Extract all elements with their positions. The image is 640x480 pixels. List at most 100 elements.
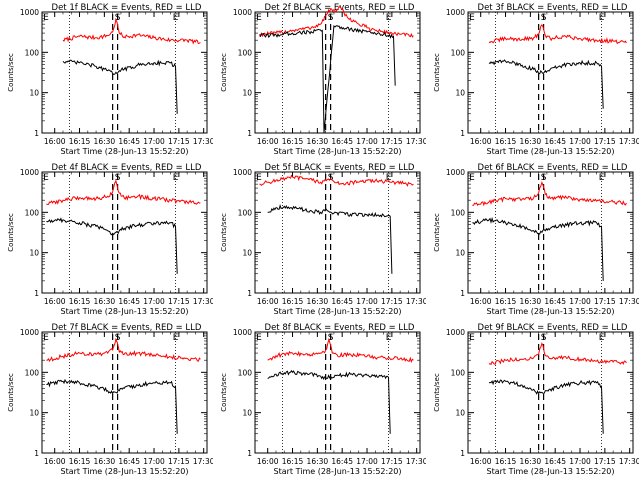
chart-title: Det 5f BLACK = Events, RED = LLD [265,163,415,173]
interval-marker-s: S [115,173,121,183]
x-tick-label: 17:15 [168,457,190,466]
x-tick-label: 17:30 [619,137,639,146]
series-line-lld [488,342,627,366]
y-tick-label: 1000 [446,168,465,177]
y-axis-label: Counts/sec [220,213,228,252]
x-tick-label: 16:15 [495,457,517,466]
y-axis-label: Counts/sec [220,53,228,92]
interval-marker-e: E [386,173,392,183]
x-tick-label: 16:15 [495,137,517,146]
y-tick-label: 100 [238,368,253,377]
chart-title: Det 6f BLACK = Events, RED = LLD [478,163,628,173]
series-line-lld [488,24,627,45]
x-tick-label: 16:45 [118,297,140,306]
x-tick-label: 17:30 [619,457,639,466]
x-tick-label: 16:30 [307,137,329,146]
y-tick-label: 10 [29,409,39,418]
x-tick-label: 17:00 [569,297,591,306]
y-tick-label: 10 [455,89,465,98]
y-tick-label: 1000 [446,8,465,17]
x-tick-label: 16:00 [257,297,279,306]
series-line-events [46,217,178,274]
x-tick-label: 16:00 [44,297,66,306]
y-tick-label: 1000 [233,168,252,177]
x-tick-label: 17:15 [168,137,190,146]
x-tick-label: 16:00 [470,457,492,466]
series-line-lld [46,179,201,205]
chart-title: Det 8f BLACK = Events, RED = LLD [265,323,415,333]
series-line-events [488,59,604,109]
x-axis-label: Start Time (28-Jun-13 15:52:20) [61,307,189,316]
interval-marker-s: S [328,333,334,343]
y-tick-label: 100 [451,368,466,377]
plot-frame [467,11,634,134]
y-tick-label: 1 [247,449,252,458]
x-tick-label: 16:45 [331,457,353,466]
y-axis-label: Counts/sec [433,373,441,412]
plot-frame [467,331,634,454]
y-axis-label: Counts/sec [220,373,228,412]
interval-marker-e: E [599,173,605,183]
y-axis-label: Counts/sec [7,213,15,252]
plot-frame [254,171,421,294]
interval-marker-e: E [599,333,605,343]
x-tick-label: 16:45 [544,457,566,466]
series-line-events [46,378,178,434]
x-tick-label: 16:30 [520,137,542,146]
x-tick-label: 16:30 [307,297,329,306]
x-axis-label: Start Time (28-Jun-13 15:52:20) [274,307,402,316]
y-tick-label: 1000 [446,328,465,337]
x-tick-label: 17:15 [168,297,190,306]
x-tick-label: 17:30 [193,297,213,306]
interval-marker-e: E [469,13,475,23]
y-tick-label: 100 [25,48,40,57]
x-tick-label: 16:15 [282,137,304,146]
x-tick-label: 17:00 [356,297,378,306]
chart-title: Det 2f BLACK = Events, RED = LLD [265,3,415,13]
series-line-events [472,216,604,281]
y-tick-label: 10 [455,249,465,258]
interval-marker-e: E [173,173,179,183]
series-line-events [267,203,393,274]
x-tick-label: 17:00 [143,457,165,466]
x-tick-label: 16:00 [257,137,279,146]
interval-marker-e: E [469,333,475,343]
series-line-events [488,379,604,434]
x-tick-label: 16:00 [257,457,279,466]
y-tick-label: 100 [451,208,466,217]
x-tick-label: 17:30 [193,137,213,146]
series-line-events [259,25,396,134]
x-tick-label: 17:30 [193,457,213,466]
x-axis-label: Start Time (28-Jun-13 15:52:20) [61,467,189,476]
interval-marker-e: E [256,333,262,343]
y-tick-label: 100 [451,48,466,57]
x-axis-label: Start Time (28-Jun-13 15:52:20) [487,147,615,156]
detector-chart-9: Det 9f BLACK = Events, RED = LLD 1 10 100 10… [433,323,639,476]
series-line-lld [259,174,414,187]
x-tick-label: 16:45 [331,137,353,146]
x-tick-label: 16:15 [282,297,304,306]
series-line-lld [267,337,414,363]
interval-marker-s: S [328,173,334,183]
interval-marker-s: S [541,173,547,183]
interval-marker-e: E [386,13,392,23]
x-tick-label: 16:15 [282,457,304,466]
y-tick-label: 1 [460,129,465,138]
detector-chart-6: Det 6f BLACK = Events, RED = LLD 1 10 100 10… [433,163,639,316]
y-tick-label: 1 [460,449,465,458]
chart-title: Det 4f BLACK = Events, RED = LLD [52,163,202,173]
x-tick-label: 16:15 [495,297,517,306]
x-tick-label: 16:45 [118,137,140,146]
x-tick-label: 17:15 [381,137,403,146]
y-tick-label: 100 [238,48,253,57]
x-tick-label: 17:00 [143,297,165,306]
x-tick-label: 17:15 [381,457,403,466]
plot-frame [467,171,634,294]
interval-marker-s: S [541,13,547,23]
x-axis-label: Start Time (28-Jun-13 15:52:20) [61,147,189,156]
detector-chart-4: Det 4f BLACK = Events, RED = LLD 1 10 100 10… [7,163,213,316]
x-tick-label: 17:30 [406,137,426,146]
plot-frame [41,331,208,454]
y-tick-label: 10 [29,249,39,258]
